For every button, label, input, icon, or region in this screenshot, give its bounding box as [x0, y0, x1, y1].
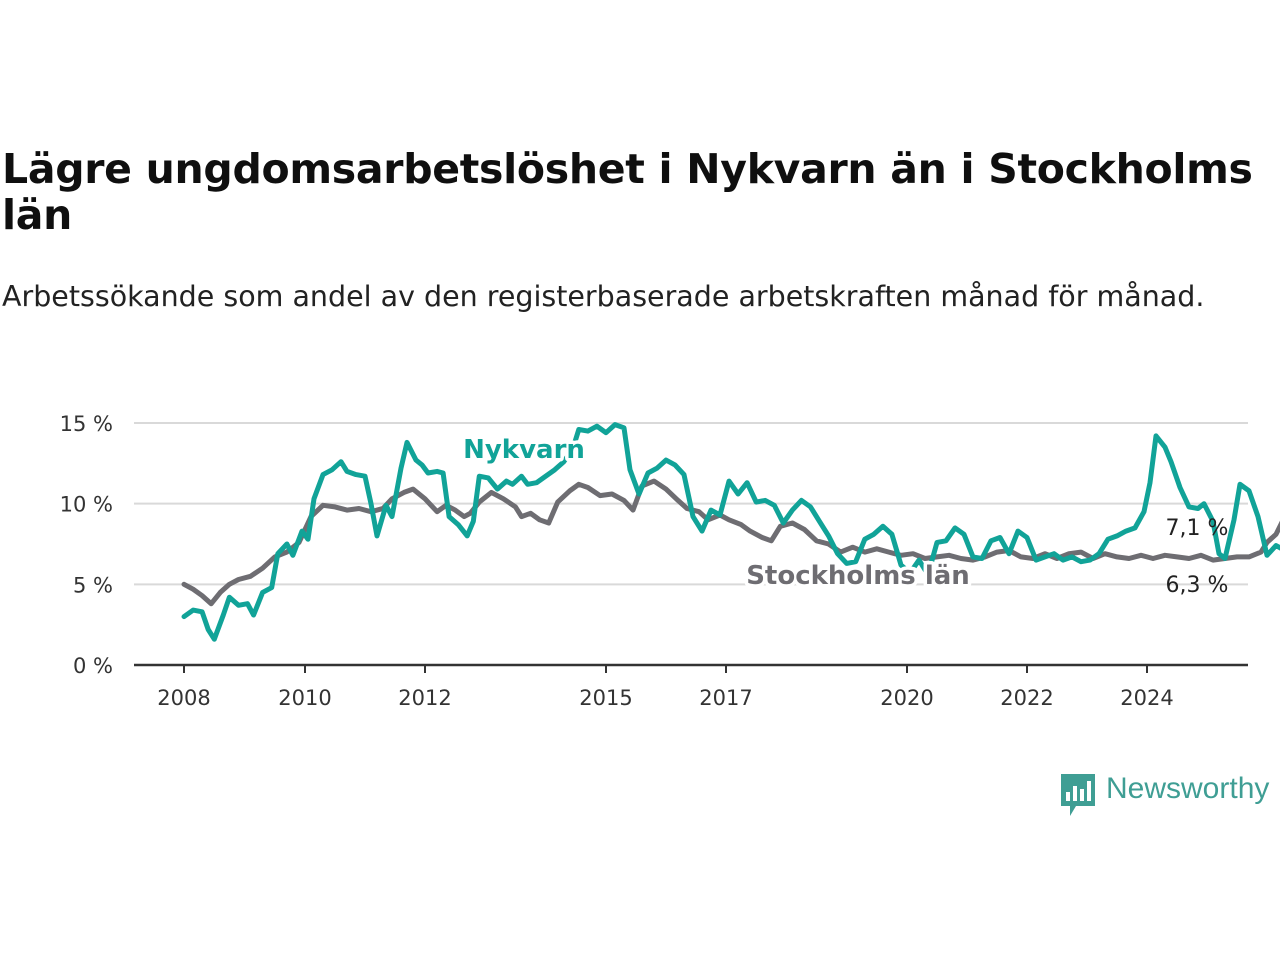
- newsworthy-logo-icon: [1061, 774, 1095, 816]
- x-tick-label: 2022: [1000, 686, 1053, 710]
- y-tick-label: 10 %: [60, 493, 113, 517]
- y-tick-label: 5 %: [73, 573, 113, 597]
- x-tick-label: 2020: [880, 686, 933, 710]
- series-label-halo: Nykvarn: [463, 435, 585, 465]
- end-value-label: 6,3 %: [1166, 573, 1229, 598]
- series-label-halo: Stockholms län: [746, 561, 970, 591]
- chart-subtitle: Arbetssökande som andel av den registerb…: [2, 280, 1205, 313]
- x-tick-label: 2017: [699, 686, 752, 710]
- x-tick-label: 2008: [157, 686, 210, 710]
- end-value-label: 7,1 %: [1166, 516, 1229, 541]
- series-group: [181, 422, 1280, 642]
- chart-title: Lägre ungdomsarbetslöshet i Nykvarn än i…: [2, 145, 1253, 239]
- series-label: Nykvarn: [463, 435, 585, 465]
- series-line-stockholms-län: [181, 478, 1280, 607]
- x-tick-label: 2015: [579, 686, 632, 710]
- x-tick-label: 2024: [1120, 686, 1173, 710]
- series-label: Stockholms län: [746, 561, 970, 591]
- x-tick-label: 2012: [398, 686, 451, 710]
- x-axis-ticks: 2008 2010 2012 2015 2017 2020 2022 2024: [157, 665, 1174, 710]
- y-tick-label: 15 %: [60, 412, 113, 436]
- y-tick-label: 0 %: [73, 654, 113, 678]
- series-line-nykvarn: [181, 422, 1280, 642]
- x-tick-label: 2010: [278, 686, 331, 710]
- brand-name: Newsworthy: [1106, 772, 1270, 805]
- line-chart: 0 %5 %10 %15 % 2008 2010 2012 2015 2017 2020 2…: [60, 412, 1280, 710]
- y-axis-ticks: 0 % 5 % 10 % 15 %: [60, 412, 113, 678]
